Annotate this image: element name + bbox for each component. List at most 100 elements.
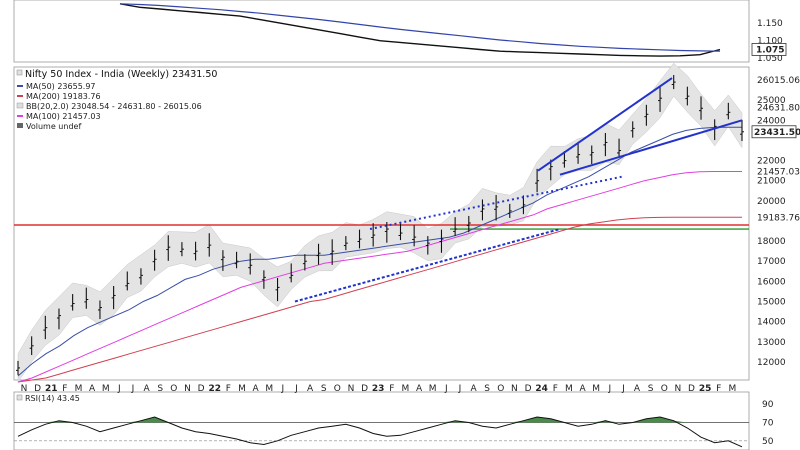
legend-ma200: MA(200) 19183.76 xyxy=(26,92,101,101)
price-ytick: 14000 xyxy=(757,318,786,328)
x-tick-label: N xyxy=(21,384,28,394)
x-tick-label: N xyxy=(184,384,191,394)
x-tick-label: D xyxy=(688,384,695,394)
price-ytick: 21457.03 xyxy=(757,168,800,178)
price-ytick: 18000 xyxy=(757,237,786,247)
ma200-line xyxy=(17,216,742,383)
price-ytick: 26015.06 xyxy=(757,76,800,86)
x-tick-label: D xyxy=(525,384,532,394)
x-tick-label: A xyxy=(307,384,314,394)
x-tick-label: N xyxy=(675,384,682,394)
ratio-layer xyxy=(119,3,721,57)
legend-ma100: MA(100) 21457.03 xyxy=(26,112,101,121)
x-tick-label: J xyxy=(281,384,285,394)
x-tick-label: M xyxy=(75,384,83,394)
price-value-label: 23431.50 xyxy=(754,128,800,138)
x-tick-label: M xyxy=(728,384,736,394)
x-tick-label: A xyxy=(470,384,477,394)
x-tick-label: J xyxy=(458,384,462,394)
price-ytick: 21000 xyxy=(757,177,786,187)
x-tick-label: O xyxy=(661,384,668,394)
rsi-overbought-fill xyxy=(18,417,742,423)
x-tick-label: M xyxy=(402,384,410,394)
x-tick-label: 21 xyxy=(45,384,58,394)
x-tick-label: M xyxy=(565,384,573,394)
bollinger-band xyxy=(17,62,743,383)
x-tick-label: S xyxy=(321,384,327,394)
rsi-line xyxy=(17,416,743,448)
price-ytick: 12000 xyxy=(757,358,786,368)
ratio-panel xyxy=(13,0,750,63)
price-ytick: 20000 xyxy=(757,197,786,207)
rsi-ytick: 90 xyxy=(762,400,774,410)
x-tick-label: N xyxy=(511,384,518,394)
x-tick-label: J xyxy=(607,384,611,394)
x-tick-label: M xyxy=(265,384,273,394)
rsi-panel xyxy=(13,391,750,450)
ma100-line xyxy=(17,171,742,383)
x-tick-label: F xyxy=(553,384,558,394)
price-ytick: 16000 xyxy=(757,277,786,287)
x-tick-label: D xyxy=(198,384,205,394)
price-ytick: 24631.80 xyxy=(757,104,800,114)
x-tick-label: A xyxy=(416,384,423,394)
x-tick-label: M xyxy=(238,384,246,394)
x-tick-label: J xyxy=(117,384,121,394)
price-ytick: 24000 xyxy=(757,116,786,126)
legend-volume: Volume undef xyxy=(26,122,81,131)
legend-ma50: MA(50) 23655.97 xyxy=(26,82,96,91)
ratio-value-label: 1.075 xyxy=(756,45,784,55)
channel-upper-line xyxy=(537,77,673,172)
price-ytick: 13000 xyxy=(757,338,786,348)
x-tick-label: S xyxy=(648,384,654,394)
x-tick-label: O xyxy=(334,384,341,394)
price-value-tag xyxy=(751,125,797,139)
x-tick-label: J xyxy=(294,384,298,394)
ratio-ytick: 1.050 xyxy=(757,54,783,64)
x-tick-label: A xyxy=(252,384,259,394)
ratio-series-0 xyxy=(119,3,721,57)
rsi-title: RSI(14) 43.45 xyxy=(25,394,80,403)
price-ytick: 15000 xyxy=(757,298,786,308)
rsi-ytick: 50 xyxy=(762,437,774,447)
x-tick-label: D xyxy=(34,384,41,394)
x-tick-label: 25 xyxy=(699,384,712,394)
legend-swatch-bb xyxy=(16,102,24,109)
legend-swatch-volume xyxy=(17,123,23,128)
x-tick-label: M xyxy=(429,384,437,394)
rsi-title-swatch xyxy=(16,394,23,401)
channel-lower-line xyxy=(559,119,743,176)
x-tick-label: S xyxy=(157,384,163,394)
x-tick-label: A xyxy=(634,384,641,394)
x-tick-label: D xyxy=(361,384,368,394)
price-legend: Nifty 50 Index - India (Weekly) 23431.50… xyxy=(16,69,217,131)
x-tick-label: F xyxy=(62,384,67,394)
x-tick-label: 22 xyxy=(208,384,221,394)
x-tick-label: N xyxy=(348,384,355,394)
ratio-series-1 xyxy=(119,3,721,52)
price-layer xyxy=(14,62,749,383)
x-tick-label: J xyxy=(621,384,625,394)
ratio-ytick: 1.150 xyxy=(757,19,783,29)
rsi-ytick: 70 xyxy=(762,419,774,429)
x-tick-label: O xyxy=(170,384,177,394)
price-ytick: 22000 xyxy=(757,157,786,167)
rsi-layer xyxy=(14,416,749,448)
ratio-ytick: 1.100 xyxy=(757,37,783,47)
x-tick-label: F xyxy=(389,384,394,394)
x-tick-label: F xyxy=(226,384,231,394)
trendline-lower-dashed xyxy=(294,228,561,303)
x-tick-label: J xyxy=(444,384,448,394)
x-tick-label: M xyxy=(102,384,110,394)
x-tick-label: J xyxy=(131,384,135,394)
x-tick-label: F xyxy=(716,384,721,394)
legend-bb: BB(20,2.0) 23048.54 - 24631.80 - 26015.0… xyxy=(26,102,202,111)
price-ytick: 19183.76 xyxy=(757,213,800,223)
ma50-line xyxy=(17,126,742,377)
x-tick-label: 24 xyxy=(535,384,548,394)
x-tick-label: A xyxy=(579,384,586,394)
x-tick-label: 23 xyxy=(372,384,385,394)
x-tick-label: S xyxy=(484,384,490,394)
